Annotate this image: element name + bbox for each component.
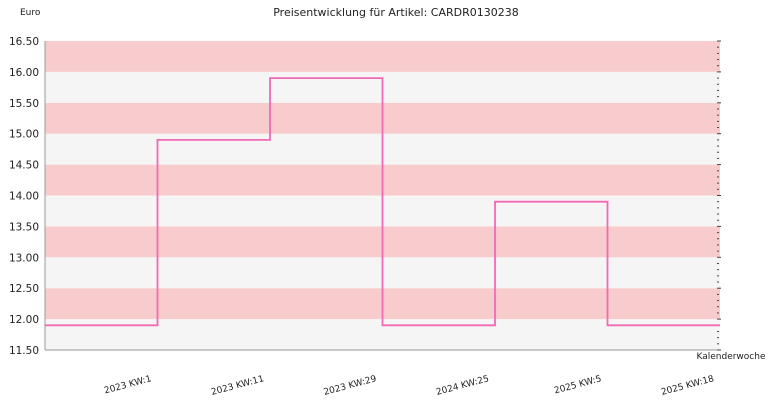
y-tick-label: 16.00 [9, 67, 39, 79]
y-tick-label: 12.00 [9, 314, 39, 326]
x-tick-label: 2024 KW:25 [435, 374, 490, 398]
x-tick-label: 2023 KW:11 [210, 374, 265, 398]
y-tick-label: 11.50 [9, 345, 39, 357]
x-tick-label: 2023 KW:1 [103, 374, 152, 396]
y-tick-label: 12.50 [9, 283, 39, 295]
y-tick-label: 15.50 [9, 98, 39, 110]
x-tick-label: 2023 KW:29 [323, 374, 378, 398]
y-tick-label: 13.00 [9, 252, 39, 264]
x-axis-label: Kalenderwoche [696, 352, 765, 362]
y-tick-label: 15.00 [9, 129, 39, 141]
y-tick-label: 14.00 [9, 191, 39, 203]
chart-title: Preisentwicklung für Artikel: CARDR01302… [273, 6, 519, 19]
y-tick-label: 16.50 [9, 36, 39, 48]
x-tick-label: 2025 KW:5 [553, 374, 602, 396]
y-tick-labels: 11.50 12.00 12.50 13.00 13.50 14.00 14.50 15.00… [9, 36, 39, 357]
x-tick-label: 2025 KW:18 [660, 374, 715, 398]
grid-band [45, 41, 720, 72]
y-tick-label: 13.50 [9, 221, 39, 233]
y-tick-label: 14.50 [9, 160, 39, 172]
y-axis-label: Euro [20, 8, 41, 18]
x-tick-labels: 2023 KW:1 2023 KW:11 2023 KW:29 2024 KW:25 2… [103, 374, 715, 398]
